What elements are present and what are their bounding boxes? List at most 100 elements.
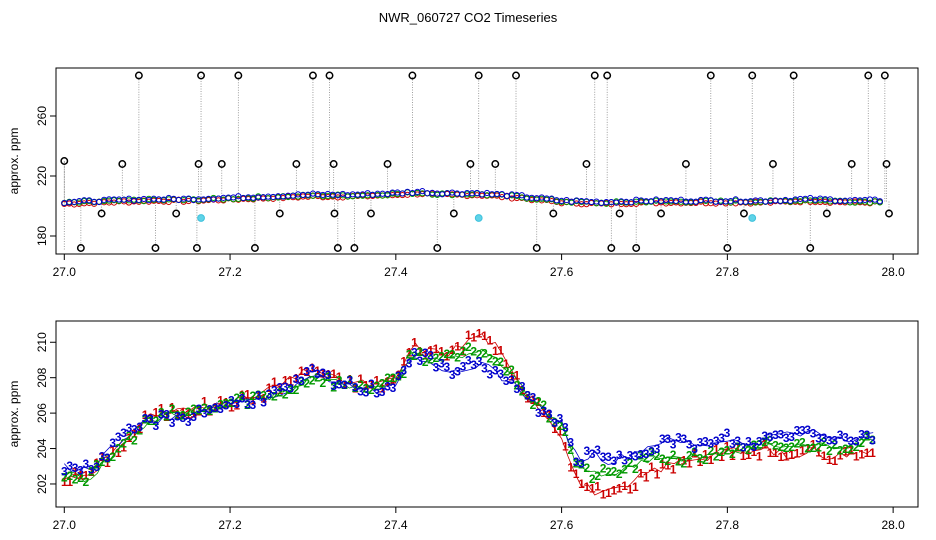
spike-marker [864, 71, 873, 80]
spike-marker [532, 244, 541, 252]
series-point-2: 2 [621, 463, 628, 477]
spike-marker [491, 160, 500, 168]
spike-marker [885, 209, 893, 218]
series-point-2: 2 [61, 471, 68, 485]
series-point-1: 1 [293, 372, 300, 386]
series-point-2: 2 [756, 438, 763, 452]
series-point-2: 2 [686, 448, 693, 462]
series-point-2: 2 [406, 347, 413, 361]
series-point-2: 2 [77, 471, 84, 485]
series-point-3: 3 [826, 433, 833, 447]
bottom-panel: 27.0 27.2 27.4 27.6 27.8 28.0 202 204 206 208 210 a… [7, 320, 919, 532]
series-point-1: 1 [206, 404, 213, 418]
series-point-2: 2 [584, 461, 591, 475]
series-point-2: 2 [320, 376, 327, 390]
series-point-1: 1 [745, 448, 752, 462]
series-point-3: 3 [276, 380, 283, 394]
baseline-point [866, 196, 874, 203]
series-point-1: 1 [718, 450, 725, 464]
series-point-2: 2 [853, 440, 860, 454]
y-tick-label: 220 [35, 166, 49, 186]
series-point-3: 3 [443, 360, 450, 374]
series-point-2: 2 [718, 445, 725, 459]
series-point-3: 3 [61, 465, 68, 479]
series-point-2: 2 [573, 456, 580, 470]
y-axis-label: approx. ppm [7, 128, 21, 195]
series-point-2: 2 [831, 437, 838, 451]
series-point-3: 3 [675, 430, 682, 444]
series-point-3: 3 [858, 428, 865, 442]
series-point-3: 3 [255, 388, 262, 402]
spike-marker [590, 71, 599, 80]
series-point-3: 3 [551, 416, 558, 430]
series-point-3: 3 [153, 419, 160, 433]
series-point-1: 1 [530, 393, 537, 407]
spike-marker [466, 160, 475, 168]
series-point-2: 2 [627, 456, 634, 470]
spike-marker [275, 209, 284, 218]
x-tick-label: 27.8 [716, 518, 740, 532]
series-point-1: 1 [153, 406, 160, 420]
series-point-3: 3 [573, 455, 580, 469]
series-point-1: 1 [751, 445, 758, 459]
series-point-2: 2 [244, 398, 251, 412]
spike-marker [847, 160, 856, 168]
series-point-1: 1 [314, 364, 321, 378]
series-point-3: 3 [724, 426, 731, 440]
series-point-1: 1 [201, 394, 208, 408]
series-point-2: 2 [255, 388, 262, 402]
series-point-3: 3 [314, 367, 321, 381]
spike-marker [615, 209, 624, 218]
series-point-2: 2 [185, 405, 192, 419]
series-point-3: 3 [373, 386, 380, 400]
series-point-1: 1 [400, 354, 407, 368]
series-point-1: 1 [298, 364, 305, 378]
series-point-1: 1 [616, 481, 623, 495]
series-point-3: 3 [713, 434, 720, 448]
series-point-3: 3 [578, 457, 585, 471]
x-tick-label: 27.4 [384, 265, 408, 279]
series-point-2: 2 [675, 454, 682, 468]
series-point-2: 2 [109, 450, 116, 464]
series-point-1: 1 [341, 378, 348, 392]
series-point-3: 3 [804, 423, 811, 437]
spike-marker [250, 244, 259, 252]
series-point-3: 3 [411, 346, 418, 360]
spike-marker [603, 71, 612, 80]
series-point-2: 2 [654, 449, 661, 463]
series-point-2: 2 [120, 436, 127, 450]
series-point-2: 2 [681, 456, 688, 470]
series-point-3: 3 [325, 368, 332, 382]
series-point-3: 3 [196, 402, 203, 416]
series-line-1 [64, 333, 874, 496]
series-point-3: 3 [470, 358, 477, 372]
series-point-2: 2 [670, 448, 677, 462]
series-point-3: 3 [206, 403, 213, 417]
series-point-1: 1 [433, 342, 440, 356]
series-point-3: 3 [659, 432, 666, 446]
series-point-1: 1 [228, 400, 235, 414]
series-point-1: 1 [503, 357, 510, 371]
series-point-3: 3 [519, 379, 526, 393]
series-point-1: 1 [654, 468, 661, 482]
y-tick-label: 202 [35, 474, 49, 494]
series-point-2: 2 [821, 435, 828, 449]
series-point-3: 3 [104, 451, 111, 465]
series-point-3: 3 [88, 462, 95, 476]
series-point-3: 3 [605, 450, 612, 464]
series-point-3: 3 [524, 389, 531, 403]
series-point-2: 2 [745, 443, 752, 457]
series-point-3: 3 [266, 387, 273, 401]
series-point-2: 2 [142, 412, 149, 426]
plot-frame [55, 320, 919, 508]
series-point-2: 2 [422, 355, 429, 369]
spike-marker [657, 209, 666, 218]
series-point-3: 3 [384, 380, 391, 394]
series-point-2: 2 [131, 433, 138, 447]
series-point-3: 3 [686, 437, 693, 451]
series-point-2: 2 [363, 382, 370, 396]
series-point-3: 3 [260, 396, 267, 410]
spike-marker [769, 160, 777, 168]
series-point-3: 3 [298, 374, 305, 388]
series-point-2: 2 [303, 377, 310, 391]
